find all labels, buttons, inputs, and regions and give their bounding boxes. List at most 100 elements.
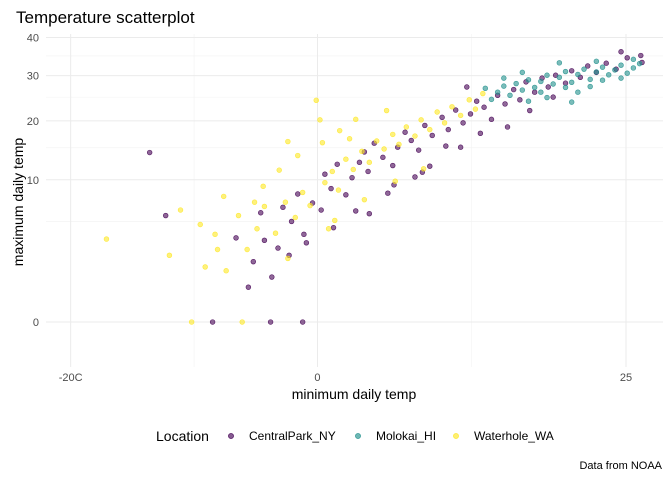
point-molokai-hi [513, 80, 519, 87]
point-molokai-hi [618, 62, 624, 68]
point-centralpark-ny [464, 84, 470, 90]
point-centralpark-ny [299, 319, 306, 325]
legend-label-centralpark-ny: CentralPark_NY [249, 429, 336, 443]
point-waterhole-wa [317, 117, 323, 123]
point-waterhole-wa [346, 136, 353, 142]
point-waterhole-wa [353, 116, 359, 123]
point-centralpark-ny [356, 159, 363, 166]
y-tick-label: 10 [27, 175, 39, 187]
y-tick-label: 0 [33, 317, 39, 329]
point-centralpark-ny [318, 207, 324, 213]
data-points [103, 49, 645, 325]
point-waterhole-wa [335, 187, 342, 193]
point-molokai-hi [587, 76, 593, 83]
point-waterhole-wa [480, 90, 486, 97]
point-molokai-hi [562, 84, 569, 91]
y-tick-label: 40 [27, 33, 39, 45]
point-centralpark-ny [353, 208, 359, 214]
point-waterhole-wa [166, 252, 173, 259]
point-centralpark-ny [365, 168, 371, 175]
point-centralpark-ny [328, 185, 334, 192]
point-waterhole-wa [374, 138, 380, 144]
point-centralpark-ny [412, 174, 418, 180]
point-centralpark-ny [275, 245, 281, 251]
point-waterhole-wa [202, 264, 208, 270]
point-centralpark-ny [385, 190, 391, 196]
point-centralpark-ny [531, 89, 538, 95]
point-waterhole-wa [427, 126, 433, 133]
point-molokai-hi [544, 94, 550, 101]
point-waterhole-wa [343, 156, 349, 162]
point-centralpark-ny [330, 224, 337, 231]
point-waterhole-wa [282, 199, 289, 205]
point-waterhole-wa [239, 319, 245, 325]
point-centralpark-ny [452, 107, 459, 113]
point-waterhole-wa [254, 226, 260, 232]
point-waterhole-wa [396, 141, 402, 148]
point-waterhole-wa [244, 246, 250, 253]
point-centralpark-ny [460, 120, 466, 126]
point-centralpark-ny [295, 191, 301, 197]
point-centralpark-ny [550, 94, 556, 100]
point-centralpark-ny [408, 137, 414, 144]
x-tick-label: 25 [620, 372, 632, 384]
point-waterhole-wa [235, 212, 242, 219]
point-waterhole-wa [103, 236, 110, 242]
point-molokai-hi [581, 66, 587, 72]
point-waterhole-wa [322, 179, 328, 186]
point-waterhole-wa [177, 207, 184, 213]
y-axis-ticks: 0 10 20 30 40 [27, 33, 39, 329]
point-waterhole-wa [313, 97, 319, 103]
point-molokai-hi [599, 77, 606, 83]
point-centralpark-ny [280, 204, 286, 211]
point-waterhole-wa [392, 178, 398, 184]
point-waterhole-wa [441, 120, 448, 126]
point-molokai-hi [630, 65, 637, 71]
caption: Data from NOAA [579, 460, 662, 472]
point-centralpark-ny [343, 192, 349, 198]
point-waterhole-wa [292, 214, 298, 221]
point-waterhole-wa [272, 230, 279, 236]
point-centralpark-ny [481, 104, 487, 110]
point-molokai-hi [630, 56, 637, 63]
point-waterhole-wa [332, 217, 338, 224]
point-waterhole-wa [457, 112, 464, 119]
point-waterhole-wa [390, 131, 396, 138]
point-centralpark-ny [269, 274, 275, 280]
x-tick-label: 0 [314, 372, 320, 384]
point-molokai-hi [587, 83, 593, 90]
point-waterhole-wa [276, 167, 282, 173]
point-centralpark-ny [303, 240, 310, 246]
point-centralpark-ny [585, 63, 591, 69]
point-molokai-hi [556, 60, 563, 66]
point-waterhole-wa [412, 133, 418, 139]
legend-swatch-molokai-hi [355, 433, 361, 439]
point-molokai-hi [525, 98, 532, 104]
point-centralpark-ny [349, 174, 355, 181]
point-molokai-hi [531, 84, 538, 91]
point-centralpark-ny [402, 129, 408, 135]
point-centralpark-ny [380, 154, 386, 161]
point-molokai-hi [599, 64, 606, 70]
point-molokai-hi [593, 69, 600, 75]
point-centralpark-ny [258, 210, 264, 216]
point-waterhole-wa [251, 199, 258, 205]
x-axis-ticks: -20C 0 25 [59, 372, 632, 384]
point-centralpark-ny [504, 124, 511, 130]
point-molokai-hi [544, 72, 550, 78]
point-waterhole-wa [325, 226, 332, 232]
point-molokai-hi [519, 87, 526, 93]
point-centralpark-ny [488, 116, 495, 123]
point-centralpark-ny [603, 60, 609, 66]
point-molokai-hi [568, 79, 575, 86]
x-tick-label: -20C [59, 372, 83, 384]
point-waterhole-wa [285, 138, 291, 145]
legend-title: Location [156, 428, 209, 444]
point-molokai-hi [501, 75, 507, 81]
point-centralpark-ny [267, 319, 274, 325]
point-waterhole-wa [420, 166, 427, 172]
point-centralpark-ny [301, 231, 307, 238]
point-waterhole-wa [260, 183, 266, 190]
point-centralpark-ny [545, 84, 551, 90]
point-waterhole-wa [434, 109, 440, 115]
